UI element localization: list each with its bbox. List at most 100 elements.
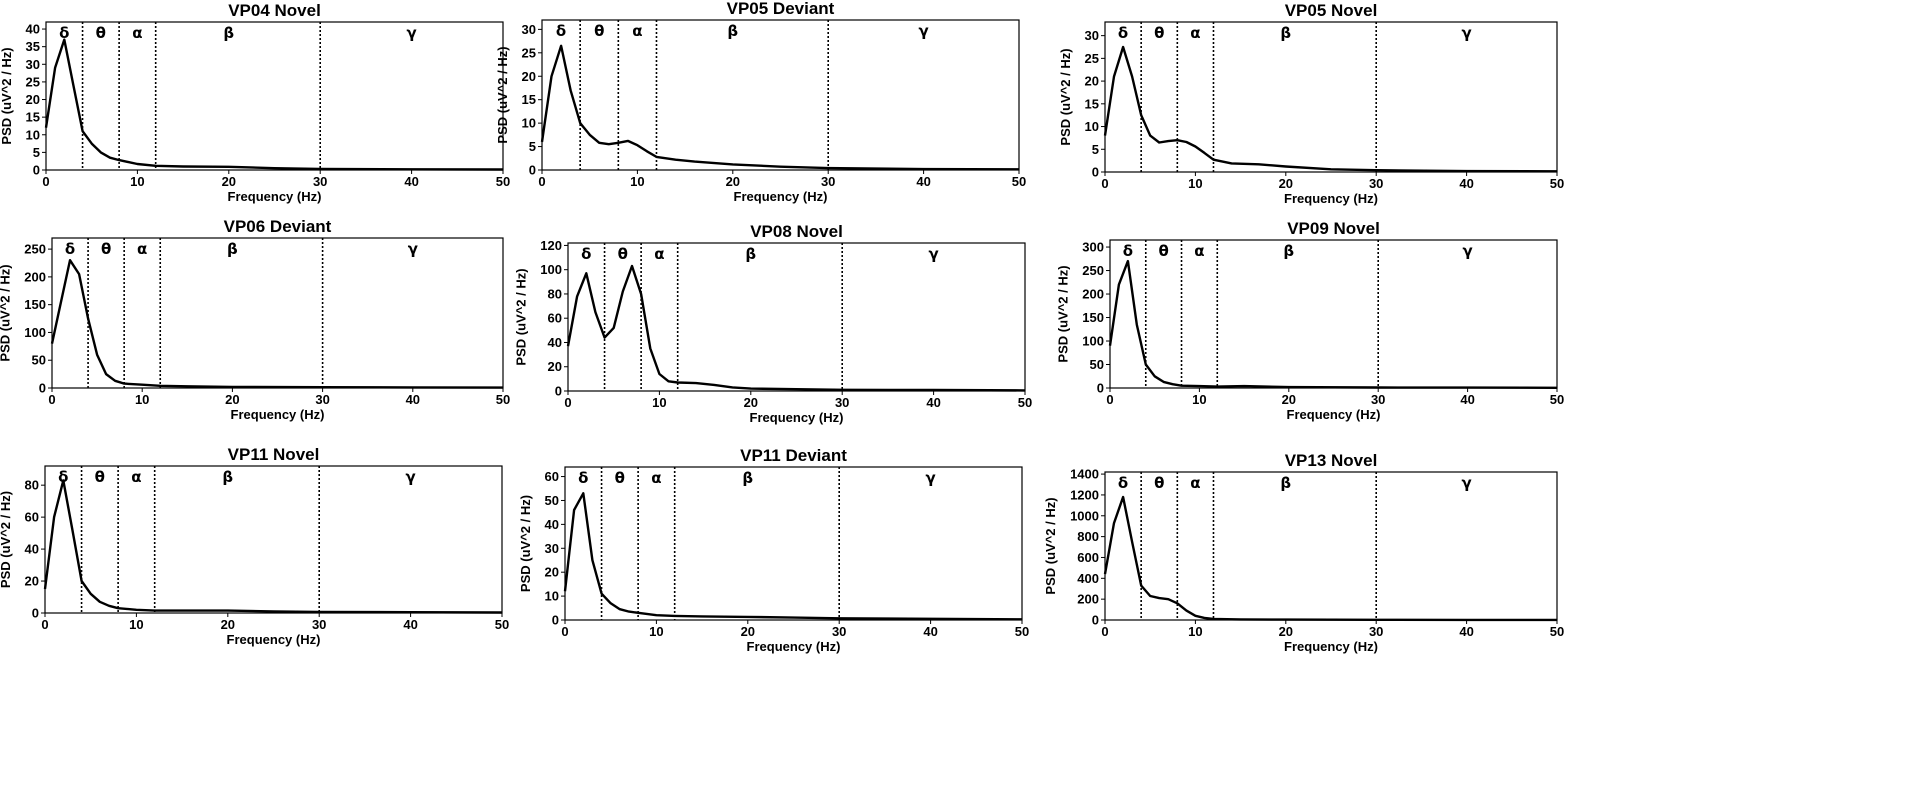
y-tick-label: 1000: [1070, 508, 1099, 523]
x-axis-label: Frequency (Hz): [750, 410, 844, 425]
band-label: β: [222, 468, 233, 486]
y-tick-label: 35: [26, 39, 40, 54]
band-label: γ: [408, 240, 418, 258]
x-tick-label: 30: [821, 174, 835, 189]
x-axis-label: Frequency (Hz): [231, 407, 325, 422]
y-tick-label: 150: [1082, 310, 1104, 325]
y-tick-label: 50: [32, 353, 46, 368]
band-label: γ: [918, 22, 928, 40]
band-label: θ: [96, 24, 106, 42]
band-label: α: [632, 22, 642, 40]
x-tick-label: 50: [495, 617, 509, 632]
x-tick-label: 0: [41, 617, 48, 632]
x-tick-label: 10: [630, 174, 644, 189]
panel-title: VP05 Novel: [1285, 1, 1378, 20]
x-axis-label: Frequency (Hz): [1284, 639, 1378, 654]
x-axis-label: Frequency (Hz): [1284, 191, 1378, 206]
x-tick-label: 40: [403, 617, 417, 632]
y-axis-label: PSD (uV^2 / Hz): [0, 264, 13, 361]
panel-title: VP08 Novel: [750, 222, 843, 241]
y-tick-label: 150: [24, 297, 46, 312]
panel-title: VP09 Novel: [1287, 219, 1380, 238]
y-tick-label: 0: [32, 606, 39, 621]
y-tick-label: 800: [1077, 529, 1099, 544]
x-tick-label: 30: [312, 617, 326, 632]
x-tick-label: 40: [923, 624, 937, 639]
band-label: δ: [65, 240, 75, 258]
y-axis-label: PSD (uV^2 / Hz): [0, 491, 13, 588]
x-tick-label: 10: [1188, 624, 1202, 639]
band-label: α: [1190, 474, 1200, 492]
panel-title: VP11 Deviant: [740, 446, 847, 465]
x-tick-label: 10: [649, 624, 663, 639]
y-tick-label: 20: [548, 359, 562, 374]
band-label: β: [727, 22, 738, 40]
panel-title: VP13 Novel: [1285, 451, 1378, 470]
y-tick-label: 0: [1092, 165, 1099, 180]
band-label: δ: [578, 469, 588, 487]
y-tick-label: 80: [548, 286, 562, 301]
y-tick-label: 0: [1092, 613, 1099, 628]
psd-panel-4: VP06 Deviant δ θ α β γ 0 10 20 30 40 50 0 50 100 150 200…: [0, 266, 636, 532]
band-label: γ: [406, 24, 416, 42]
x-tick-label: 30: [1369, 624, 1383, 639]
x-tick-label: 20: [1282, 392, 1296, 407]
band-label: α: [1190, 24, 1200, 42]
x-tick-label: 40: [406, 392, 420, 407]
y-tick-label: 10: [26, 127, 40, 142]
x-tick-label: 20: [726, 174, 740, 189]
band-label: α: [137, 240, 147, 258]
x-tick-label: 10: [1188, 176, 1202, 191]
psd-series-line: [46, 40, 503, 170]
y-tick-label: 30: [1085, 28, 1099, 43]
y-tick-label: 0: [529, 163, 536, 178]
plot-frame: [568, 243, 1025, 391]
x-tick-label: 50: [1550, 176, 1564, 191]
x-tick-label: 0: [564, 395, 571, 410]
band-label: θ: [618, 245, 628, 263]
y-tick-label: 25: [26, 74, 40, 89]
x-tick-label: 40: [1459, 624, 1473, 639]
y-tick-label: 200: [1077, 592, 1099, 607]
band-label: β: [1280, 474, 1291, 492]
x-tick-label: 40: [1459, 176, 1473, 191]
band-label: δ: [1118, 24, 1128, 42]
x-tick-label: 30: [1371, 392, 1385, 407]
x-axis-label: Frequency (Hz): [734, 189, 828, 204]
x-tick-label: 50: [496, 174, 510, 189]
y-tick-label: 1400: [1070, 467, 1099, 482]
band-label: β: [227, 240, 238, 258]
y-tick-label: 30: [522, 22, 536, 37]
y-tick-label: 0: [1097, 381, 1104, 396]
y-tick-label: 30: [26, 57, 40, 72]
band-label: θ: [1158, 242, 1168, 260]
x-tick-label: 10: [652, 395, 666, 410]
x-tick-label: 30: [315, 392, 329, 407]
band-label: δ: [556, 22, 566, 40]
x-tick-label: 40: [926, 395, 940, 410]
y-tick-label: 200: [1082, 287, 1104, 302]
band-label: α: [1194, 242, 1204, 260]
y-tick-label: 30: [545, 541, 559, 556]
y-tick-label: 60: [548, 311, 562, 326]
y-tick-label: 50: [545, 493, 559, 508]
x-axis-label: Frequency (Hz): [227, 632, 321, 647]
y-axis-label: PSD (uV^2 / Hz): [0, 47, 14, 144]
band-label: δ: [1123, 242, 1133, 260]
band-label: γ: [1461, 24, 1471, 42]
y-tick-label: 25: [522, 45, 536, 60]
x-tick-label: 20: [221, 617, 235, 632]
y-tick-label: 100: [540, 262, 562, 277]
y-tick-label: 10: [1085, 119, 1099, 134]
y-tick-label: 5: [529, 139, 536, 154]
band-label: δ: [581, 245, 591, 263]
x-axis-label: Frequency (Hz): [747, 639, 841, 654]
band-label: θ: [101, 240, 111, 258]
y-tick-label: 100: [1082, 334, 1104, 349]
y-tick-label: 600: [1077, 550, 1099, 565]
x-tick-label: 50: [496, 392, 510, 407]
x-tick-label: 0: [42, 174, 49, 189]
x-tick-label: 20: [744, 395, 758, 410]
y-tick-label: 0: [39, 381, 46, 396]
